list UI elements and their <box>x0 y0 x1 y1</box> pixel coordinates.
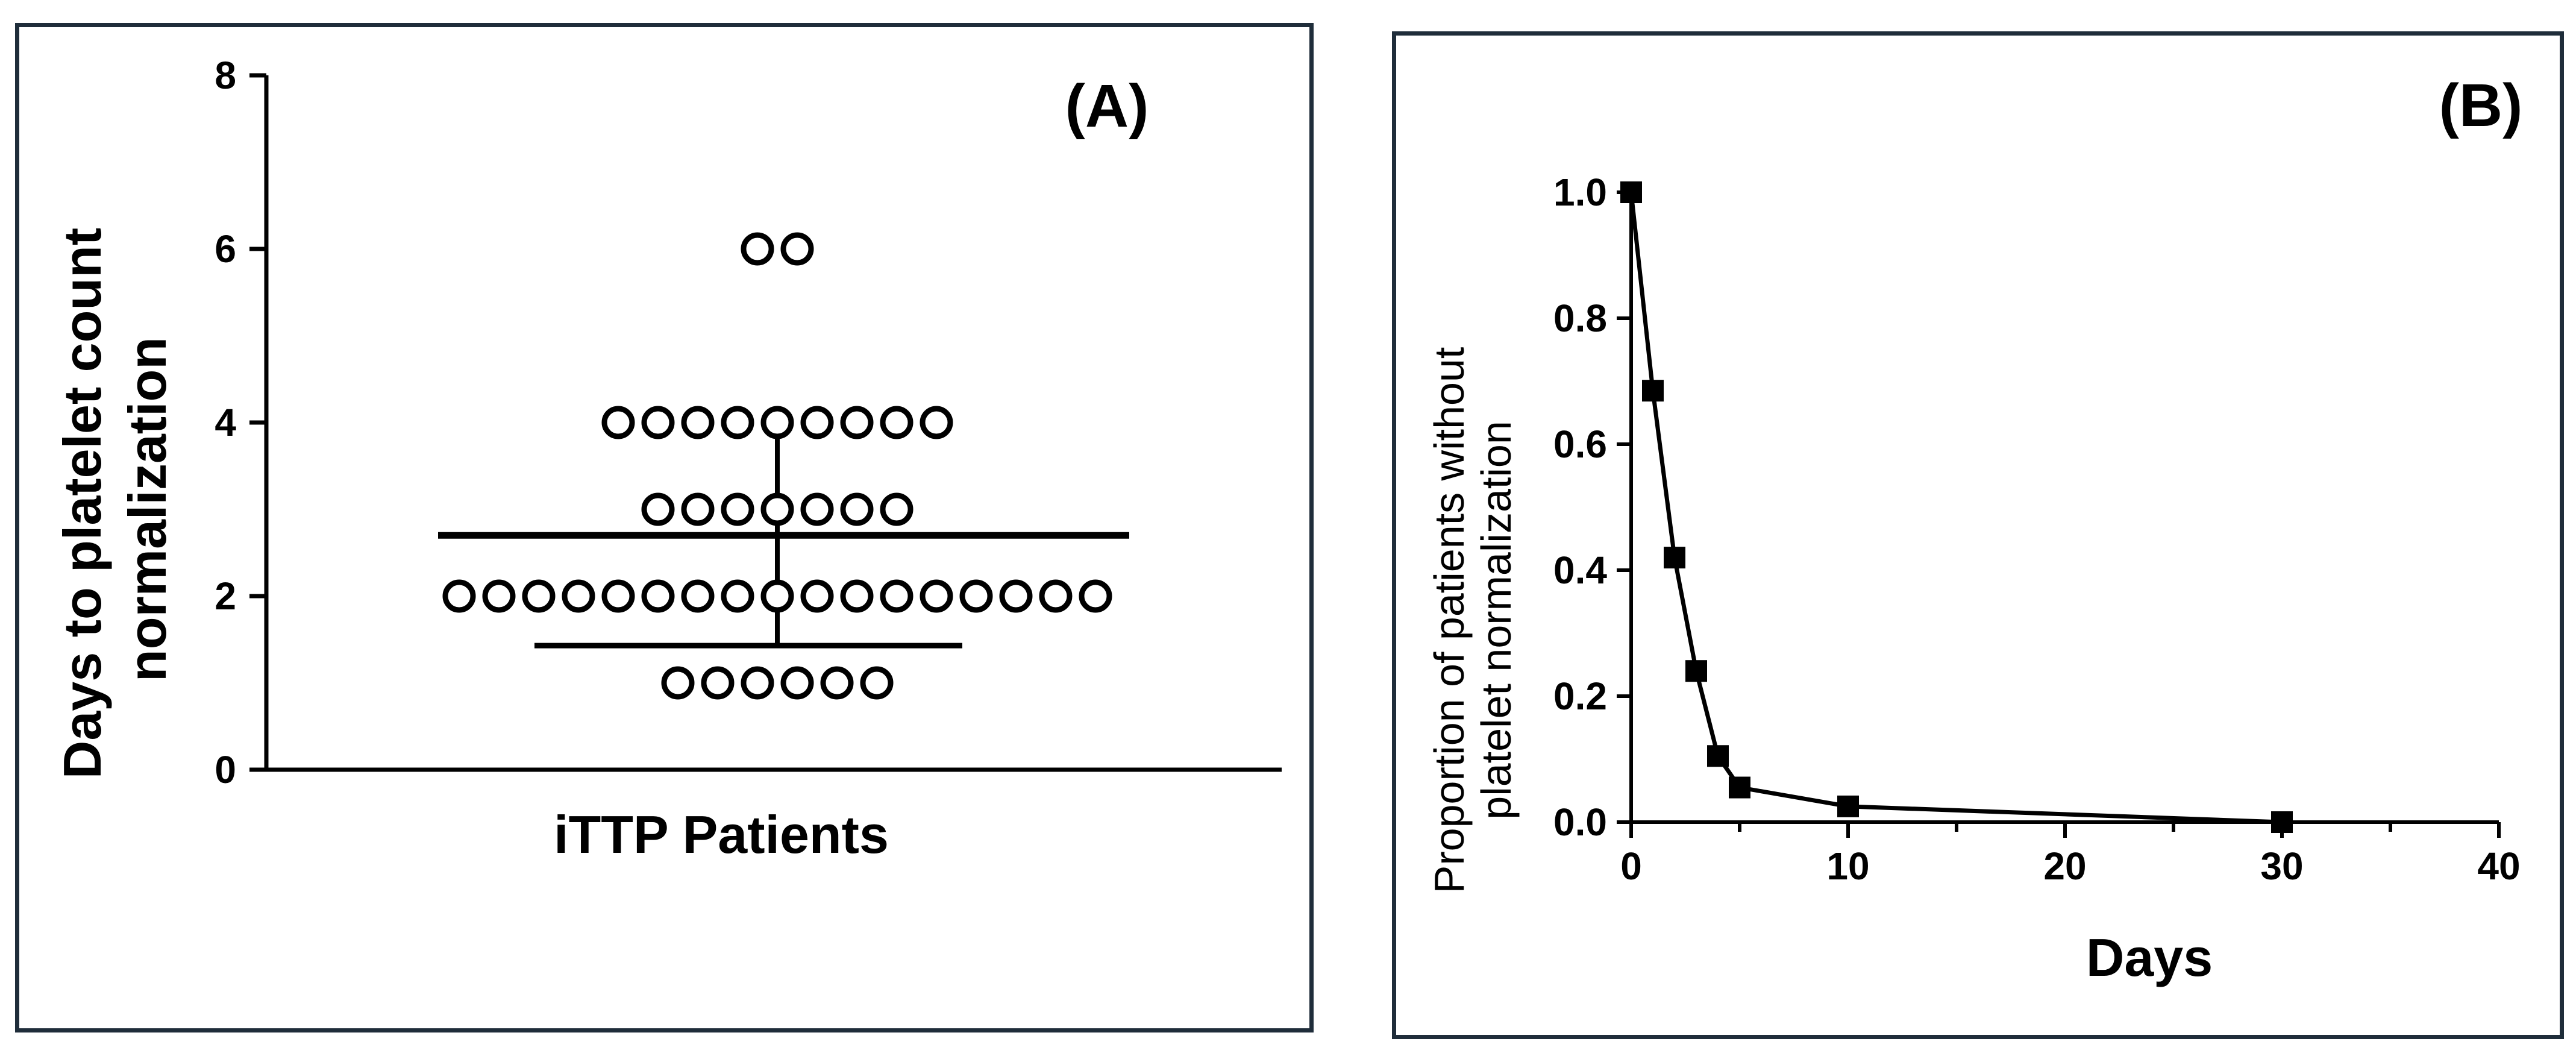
a-data-point <box>681 579 715 613</box>
b-x-tick-label: 20 <box>2043 844 2086 888</box>
a-y-tick-label: 2 <box>215 574 236 618</box>
a-data-point <box>601 406 635 439</box>
b-y-axis-title-line2: platelet normalization <box>1473 421 1520 819</box>
b-y-tick-label: 0.4 <box>1553 548 1607 592</box>
b-data-point <box>1664 547 1685 569</box>
b-y-tick-label: 0.0 <box>1553 800 1607 844</box>
a-y-tick-label: 4 <box>215 401 236 444</box>
a-data-point <box>641 406 675 439</box>
b-x-axis-title: Days <box>2086 928 2213 987</box>
b-x-tick-label: 40 <box>2477 844 2520 888</box>
a-data-point <box>681 492 715 526</box>
a-data-point <box>860 666 894 700</box>
panel-b-label: (B) <box>2439 72 2523 139</box>
b-y-axis-title-line1: Proportion of patients without <box>1426 347 1473 894</box>
a-data-point <box>840 406 874 439</box>
a-data-point <box>840 492 874 526</box>
a-data-point <box>880 406 914 439</box>
a-data-point <box>780 666 814 700</box>
b-y-tick-label: 0.2 <box>1553 674 1607 718</box>
a-data-point <box>820 666 854 700</box>
chart-a-svg: 0 2 4 6 8 (A) iTTP Patients Days to platelet… <box>52 54 1282 864</box>
a-data-point <box>562 579 595 613</box>
a-data-point <box>880 579 914 613</box>
a-x-axis-title: iTTP Patients <box>554 805 889 864</box>
a-data-point <box>681 406 715 439</box>
b-data-point <box>1620 181 1642 203</box>
a-data-point <box>800 406 834 439</box>
a-data-point <box>741 232 774 266</box>
a-data-point <box>880 492 914 526</box>
a-data-point <box>959 579 993 613</box>
a-data-point <box>760 579 794 613</box>
a-data-point <box>661 666 695 700</box>
panel-a-label: (A) <box>1065 72 1149 140</box>
a-data-point <box>780 232 814 266</box>
b-x-tick-label: 30 <box>2260 844 2303 888</box>
a-data-point <box>920 406 953 439</box>
a-data-point <box>721 492 754 526</box>
a-data-point <box>641 492 675 526</box>
a-data-point <box>840 579 874 613</box>
a-data-point <box>442 579 476 613</box>
a-data-point <box>999 579 1033 613</box>
a-y-tick-label: 6 <box>215 227 236 271</box>
a-data-point <box>760 406 794 439</box>
a-data-point <box>800 579 834 613</box>
b-data-point <box>1642 380 1664 402</box>
b-x-tick-label: 10 <box>1826 844 1869 888</box>
a-data-point <box>641 579 675 613</box>
panel-b: 0.0 0.2 0.4 0.6 0.8 1.0 0 10 20 30 40 (B) Days Pro… <box>1392 31 2564 1039</box>
a-y-axis-title-line2: normalization <box>118 337 177 682</box>
b-y-tick-label: 1.0 <box>1553 171 1607 214</box>
b-series-line <box>1629 192 2283 825</box>
a-data-point <box>800 492 834 526</box>
a-data-point <box>1039 579 1073 613</box>
panel-a: 0 2 4 6 8 (A) iTTP Patients Days to platelet… <box>15 23 1314 1032</box>
a-data-point <box>482 579 516 613</box>
a-y-tick-label: 8 <box>215 54 236 97</box>
b-x-tick-label: 0 <box>1620 844 1642 888</box>
a-data-point <box>1079 579 1112 613</box>
a-data-point <box>721 406 754 439</box>
b-data-point <box>1837 795 1859 817</box>
a-data-point <box>760 492 794 526</box>
a-data-point <box>721 579 754 613</box>
chart-b-svg: 0.0 0.2 0.4 0.6 0.8 1.0 0 10 20 30 40 (B) Days Pro… <box>1426 72 2523 987</box>
b-data-point <box>2271 811 2293 833</box>
a-y-axis-title-line1: Days to platelet count <box>52 228 112 779</box>
a-data-point <box>741 666 774 700</box>
b-y-tick-label: 0.6 <box>1553 423 1607 466</box>
a-y-tick-label: 0 <box>215 748 236 791</box>
b-y-tick-label: 0.8 <box>1553 297 1607 340</box>
b-data-point <box>1685 660 1707 682</box>
b-data-point <box>1707 745 1729 767</box>
a-data-point <box>522 579 556 613</box>
a-data-point <box>920 579 953 613</box>
a-data-point <box>701 666 735 700</box>
a-data-point <box>601 579 635 613</box>
b-data-point <box>1729 776 1750 799</box>
